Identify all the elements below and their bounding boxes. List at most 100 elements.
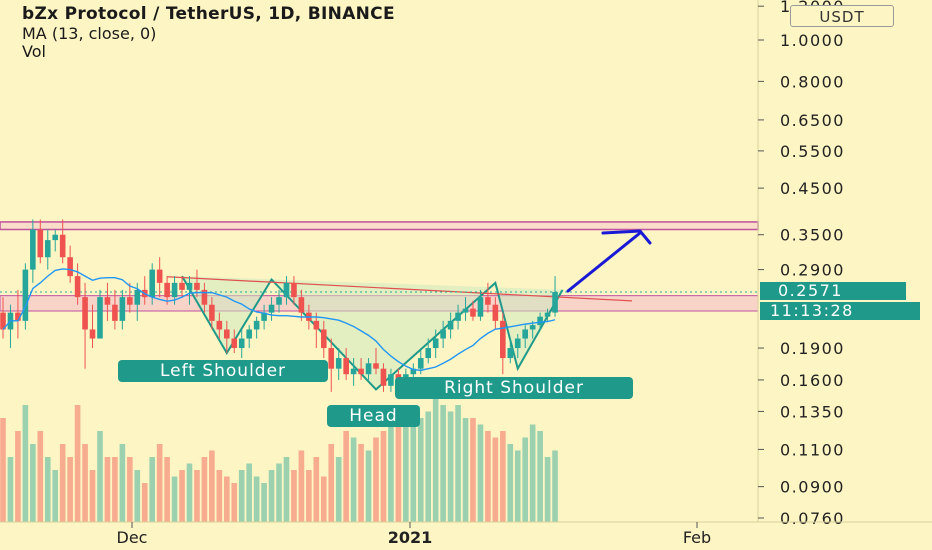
candle-body (417, 358, 424, 369)
volume-bar (500, 431, 506, 522)
volume-bar (432, 398, 439, 522)
price-axis: 1.20001.00000.80000.65000.55000.45000.35… (757, 0, 845, 528)
price-tick-label: 0.3500 (780, 226, 845, 245)
volume-bar (417, 418, 424, 522)
candle-body (30, 229, 36, 270)
volume-bar (179, 470, 185, 522)
arrow-shaft (566, 231, 642, 293)
volume-bar (410, 405, 417, 522)
volume-bar (224, 476, 230, 522)
volume-bar (231, 483, 238, 522)
volume-bar (201, 457, 208, 522)
candle-body (0, 312, 6, 330)
volume-bar (440, 405, 446, 522)
time-tick-label: Feb (683, 528, 711, 547)
candle-body (261, 312, 267, 321)
ma-indicator-label[interactable]: MA (13, close, 0) (22, 24, 157, 43)
price-tick-label: 1.0000 (780, 31, 845, 50)
candle-body (313, 320, 320, 330)
price-tick-label: 0.8000 (780, 72, 845, 91)
volume-bar (552, 450, 558, 522)
candle-body (186, 282, 193, 290)
volume-bar (492, 437, 499, 522)
last-price-value: 0.2571 (778, 281, 843, 300)
volume-bar (470, 418, 476, 522)
volume-bar (328, 444, 335, 522)
volume-bar (358, 444, 364, 522)
candle-body (22, 269, 29, 321)
volume-bar (291, 470, 297, 522)
candle-body (201, 289, 208, 305)
candle-body (231, 338, 238, 349)
candle-body (112, 304, 118, 321)
time-axis: Dec 2021 Feb (0, 521, 932, 547)
candle-body (425, 348, 432, 359)
volume-bar (514, 450, 521, 522)
volume-bar (350, 437, 357, 522)
projection-arrow (566, 229, 652, 293)
volume-bar (455, 405, 461, 522)
volume-bar (544, 457, 551, 522)
candle-body (529, 325, 536, 330)
volume-bar (22, 405, 29, 522)
candle-body (37, 229, 44, 258)
candle-body (59, 234, 66, 258)
volume-bar (104, 457, 111, 522)
volume-bar (44, 457, 51, 522)
candle-body (283, 282, 290, 298)
candle-body (44, 240, 51, 258)
candle-body (358, 368, 364, 375)
volume-bar (119, 444, 126, 522)
price-tick-label: 0.4500 (780, 179, 845, 198)
candle-body (246, 329, 252, 339)
volume-bars (0, 398, 558, 522)
candle-body (67, 257, 73, 277)
candle-body (52, 234, 59, 241)
candle-body (276, 297, 282, 305)
candle-body (15, 312, 21, 321)
volume-bar (67, 457, 73, 522)
volume-indicator-label[interactable]: Vol (22, 42, 46, 61)
right-shoulder-label: Right Shoulder (395, 377, 633, 399)
volume-bar (171, 476, 178, 522)
price-tick-label: 0.0760 (780, 509, 845, 528)
candle-body (350, 368, 357, 375)
volume-bar (97, 431, 103, 522)
candle-body (268, 304, 275, 313)
candle-body (432, 338, 439, 349)
candle-body (320, 329, 327, 349)
volume-bar (313, 457, 320, 522)
volume-bar (209, 450, 215, 522)
volume-bar (507, 444, 514, 522)
volume-bar (112, 457, 118, 522)
price-tick-label: 0.2900 (780, 261, 845, 280)
volume-bar (89, 470, 96, 522)
volume-bar (462, 418, 469, 522)
symbol-title: bZx Protocol / TetherUS, 1D, BINANCE (22, 4, 395, 24)
volume-bar (216, 470, 223, 522)
volume-bar (149, 457, 155, 522)
candle-body (149, 269, 155, 298)
left-shoulder-label: Left Shoulder (118, 360, 328, 382)
price-tick-label: 0.1600 (780, 371, 845, 390)
volume-bar (59, 444, 66, 522)
candle-body (514, 338, 521, 349)
candle-body (97, 297, 103, 339)
candle-body (462, 308, 469, 313)
volume-bar (522, 437, 528, 522)
candle-body (537, 316, 543, 326)
volume-bar (74, 405, 81, 522)
candle-body (127, 297, 133, 305)
candle-body (492, 304, 499, 321)
candle-body (253, 320, 260, 330)
currency-button[interactable]: USDT (790, 5, 894, 27)
candle-body (291, 282, 297, 298)
volume-bar (141, 483, 148, 522)
candle-body (500, 320, 506, 359)
volume-bar (15, 431, 21, 522)
candle-body (410, 368, 417, 375)
candle-body (380, 368, 387, 386)
candle-body (388, 374, 394, 386)
